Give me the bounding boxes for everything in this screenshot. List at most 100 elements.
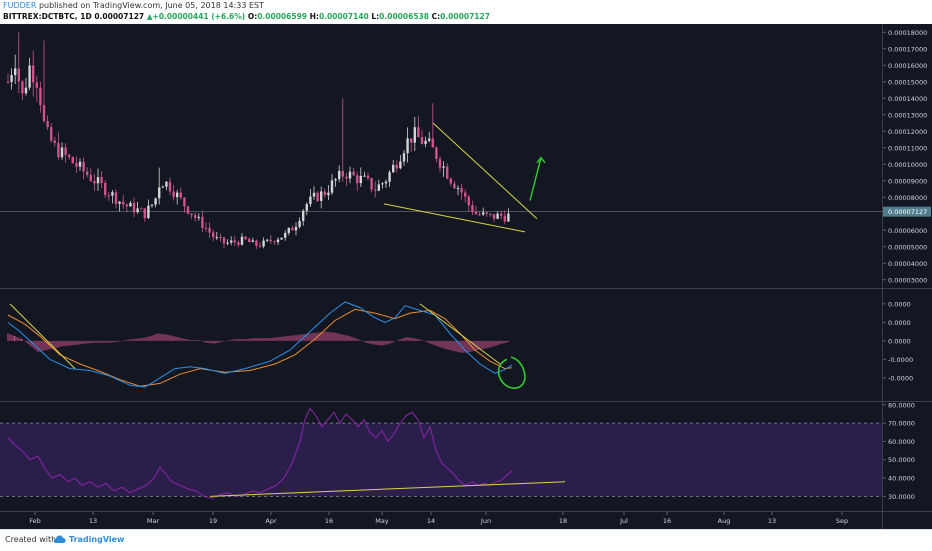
last-price-label: 0.00007127 [888,208,927,216]
price-scale[interactable]: 0.00018000 0.00017000 0.00016000 0.00015000… [882,29,931,501]
open-value: 0.00006599 [257,12,308,21]
price-pane[interactable] [0,32,882,250]
price-tick-label: 0.00014000 [888,95,927,103]
candle-body [363,175,366,177]
candle-body [359,175,362,184]
time-tick-label: Jun [480,517,491,525]
candle-body [104,183,107,196]
breakout-arrow-head [536,156,546,164]
chart-header: FUDDER published on TradingView.com, Jun… [0,0,932,24]
author-link[interactable]: FUDDER [3,1,37,10]
candle-body [183,197,186,207]
open-label: O: [247,12,258,21]
price-tick-label: 0.00018000 [888,29,927,37]
candle-body [64,147,67,155]
tradingview-brand[interactable]: TradingView [69,535,125,544]
candle-body [446,166,449,179]
candle-body [111,192,114,196]
price-tick-label: 0.00004000 [888,260,927,268]
last-price-badge [883,206,931,217]
chart-area[interactable]: Feb 13 Mar 19 Apr 16 May 14 Jun 18 Jul 16 Aug 13 Sep 0… [0,24,932,529]
rsi-pane[interactable] [0,407,882,499]
candle-body [179,192,182,198]
candle-body [395,164,398,169]
macd-trendline[interactable] [419,303,501,365]
candle-body [338,170,341,180]
price-tick-label: 0.00011000 [888,144,927,152]
candle-body [384,181,388,184]
time-axis[interactable]: Feb 13 Mar 19 Apr 16 May 14 Jun 18 Jul 16 Aug 13 Sep [29,511,848,525]
candle-body [424,140,427,144]
candle-body [154,198,157,205]
candle-body [100,177,103,184]
macd-line[interactable] [7,301,513,388]
candle-body [32,65,35,83]
macd-pane[interactable] [7,301,526,389]
last-price: 0.00007127 [94,12,145,21]
candle-body [482,212,485,215]
low-label: L: [371,12,380,21]
up-arrow-icon: ▲ [146,12,153,21]
macd-tick-label: 0.0000 [888,337,911,345]
rsi-line[interactable] [7,407,513,499]
rsi-trendline[interactable] [209,481,566,497]
candle-body [302,210,305,221]
published-text: published on TradingView.com, June 05, 2… [38,1,264,10]
breakout-arrow[interactable] [529,157,542,201]
candle-body [464,192,467,197]
candle-body [78,161,82,167]
tradingview-cloud-icon [53,535,66,543]
candle-body [158,187,161,199]
candle-body [96,177,100,184]
candle-body [230,240,233,243]
macd-tick-label: 0.0000 [888,319,911,327]
chart-svg[interactable]: Feb 13 Mar 19 Apr 16 May 14 Jun 18 Jul 16 Aug 13 Sep 0… [0,24,932,529]
candle-body [190,213,193,216]
macd-tick-label: -0.0000 [888,374,913,382]
candle-body [50,127,53,141]
lower-wedge-trendline[interactable] [383,203,526,233]
candle-body [132,202,136,213]
candle-body [201,216,204,228]
rsi-band [0,423,882,497]
candle-body [6,81,10,83]
close-value: 0.00007127 [440,12,490,21]
candle-body [168,181,172,192]
candle-body [93,180,96,184]
candle-body [471,205,474,212]
candle-body [194,215,197,218]
candle-body [186,206,190,214]
price-tick-label: 0.00012000 [888,128,927,136]
candle-body [258,245,262,247]
macd-signal-line[interactable] [7,308,513,387]
pane-dividers[interactable] [0,24,932,529]
high-value: 0.00007140 [318,12,369,21]
candle-body [143,208,146,219]
rsi-tick-label: 40.0000 [888,475,915,483]
candle-body [222,237,226,244]
candle-body [456,188,460,190]
upper-wedge-trendline[interactable] [432,122,538,220]
price-tick-label: 0.00003000 [888,276,927,284]
candle-body [21,81,24,94]
created-with-text: Created with [5,535,57,544]
candle-body [68,154,71,158]
candle-body [204,227,208,229]
crossover-circle[interactable] [497,356,526,389]
candle-body [125,204,128,207]
candle-body [312,192,316,197]
candle-body [327,192,330,196]
price-change: +0.00000441 (+6.6%) [152,12,246,21]
time-tick-label: Sep [836,517,848,525]
time-tick-label: 16 [663,517,671,525]
time-tick-label: Jul [619,517,628,525]
candle-body [140,208,143,210]
macd-trendline[interactable] [9,303,76,369]
candle-body [399,161,402,169]
candle-body [352,171,355,176]
candle-body [14,68,17,76]
candle-body [39,87,42,106]
candle-body [280,237,283,240]
macd-tick-label: 0.0000 [888,300,911,308]
rsi-tick-label: 70.0000 [888,420,915,428]
